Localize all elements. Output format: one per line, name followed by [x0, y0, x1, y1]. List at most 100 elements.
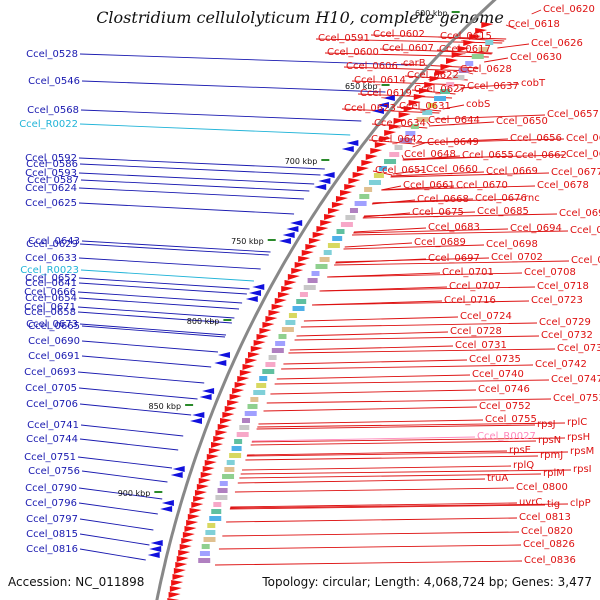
reverse-gene-mark: [341, 146, 354, 152]
right-gene-label: Ccel_0689: [414, 237, 466, 248]
kbp-label: 900 kbp: [118, 489, 151, 498]
cog-category-block: [215, 495, 228, 500]
right-gene-label: Ccel_0650: [496, 116, 548, 127]
cog-category-block: [394, 145, 403, 150]
left-label-connector: [78, 277, 250, 290]
forward-gene-mark: [281, 286, 294, 292]
right-gene-label: Ccel_0729: [539, 317, 591, 328]
left-label-connector: [79, 163, 321, 176]
right-gene-label: Ccel_0718: [537, 281, 589, 292]
right-label-connector: [402, 155, 514, 161]
forward-gene-mark: [316, 226, 329, 232]
forward-gene-mark: [171, 580, 184, 586]
cog-category-block: [485, 40, 494, 45]
right-gene-label: Ccel_0742: [535, 359, 587, 370]
label-connectors: [77, 9, 572, 566]
forward-gene-mark: [227, 400, 240, 406]
cog-category-block: [292, 306, 305, 311]
forward-gene-mark: [340, 190, 353, 196]
right-gene-label: rnc: [524, 193, 540, 204]
reverse-gene-mark: [252, 284, 265, 290]
right-gene-label: Ccel_0602: [373, 29, 425, 40]
left-label-connector: [78, 157, 325, 170]
right-label-connector: [263, 406, 478, 412]
right-gene-label: Ccel_0606: [346, 61, 398, 72]
forward-gene-mark: [393, 118, 406, 124]
right-label-connector: [442, 104, 465, 110]
left-label-connector: [78, 502, 158, 515]
left-label-connector: [80, 424, 184, 437]
right-gene-label: Ccel_0702: [491, 252, 543, 263]
forward-gene-mark: [242, 364, 255, 370]
forward-gene-mark: [208, 448, 221, 454]
right-gene-label: Ccel_0618: [508, 19, 560, 30]
right-label-connector: [390, 172, 550, 178]
forward-gene-mark: [172, 574, 185, 580]
reverse-gene-mark: [376, 102, 389, 108]
right-gene-label: Ccel_0619: [360, 88, 412, 99]
cog-category-block: [458, 68, 469, 73]
left-label-connector: [79, 533, 150, 546]
cog-category-block: [354, 201, 367, 206]
cog-category-block: [478, 47, 489, 52]
right-gene-label: Ccel_0627: [414, 84, 466, 95]
right-gene-label: clpP: [570, 498, 591, 509]
forward-gene-mark: [335, 196, 348, 202]
reverse-gene-mark: [199, 394, 212, 400]
forward-gene-mark: [305, 244, 318, 250]
right-gene-label: Ccel_R0027: [477, 431, 536, 442]
forward-gene-mark: [457, 46, 470, 52]
forward-gene-mark: [475, 28, 488, 34]
reverse-gene-mark: [245, 296, 258, 302]
left-label-connector: [79, 123, 351, 136]
forward-gene-mark: [186, 520, 199, 526]
left-label-connector: [77, 291, 243, 304]
right-gene-label: Ccel_0701: [442, 267, 494, 278]
forward-gene-mark: [182, 532, 195, 538]
right-label-connector: [288, 348, 556, 354]
left-gene-label: Ccel_0586: [26, 159, 78, 170]
forward-gene-mark: [413, 94, 426, 100]
right-label-connector: [428, 121, 495, 127]
left-gene-label: Ccel_0751: [24, 452, 76, 463]
forward-gene-mark: [200, 472, 213, 478]
forward-gene-mark: [198, 478, 211, 484]
cog-category-block: [389, 152, 400, 157]
forward-gene-mark: [189, 508, 202, 514]
right-gene-label: Ccel_0708: [524, 267, 576, 278]
right-label-connector: [258, 419, 484, 425]
right-gene-label: Ccel_0668: [417, 194, 469, 205]
right-gene-label: Ccel_0678: [537, 180, 589, 191]
forward-gene-mark: [265, 316, 278, 322]
left-gene-label: Ccel_0528: [26, 49, 78, 60]
reverse-gene-mark: [189, 418, 202, 424]
right-gene-label: rpsE: [509, 445, 531, 456]
right-label-connector: [237, 478, 486, 484]
reverse-gene-mark: [192, 412, 205, 418]
right-label-connector: [242, 465, 512, 471]
right-gene-label: Ccel_0755: [485, 414, 537, 425]
right-label-connector: [335, 257, 490, 263]
right-label-connector: [276, 374, 471, 380]
forward-gene-mark: [206, 454, 219, 460]
right-gene-label: carB: [403, 58, 426, 69]
cog-category-block: [299, 292, 308, 297]
right-gene-label: Ccel_0642: [371, 134, 423, 145]
forward-gene-mark: [245, 358, 258, 364]
reverse-gene-mark: [149, 546, 162, 552]
cog-category-block: [359, 194, 370, 199]
left-gene-label: Ccel_0587: [27, 175, 79, 186]
right-gene-label: Ccel_0675: [412, 207, 464, 218]
forward-gene-mark: [331, 202, 344, 208]
left-gene-label: Ccel_0643: [28, 236, 80, 247]
forward-gene-mark: [469, 34, 482, 40]
cog-category-block: [201, 544, 210, 549]
right-gene-label: rplM: [543, 468, 565, 479]
cog-category-block: [288, 313, 297, 318]
right-gene-label: Ccel_0607: [382, 43, 434, 54]
left-label-connector: [77, 456, 173, 469]
right-gene-label: tig: [547, 499, 560, 510]
left-gene-label: Ccel_0625: [25, 198, 77, 209]
right-gene-label: Ccel_0637: [467, 81, 519, 92]
forward-gene-mark: [291, 268, 304, 274]
